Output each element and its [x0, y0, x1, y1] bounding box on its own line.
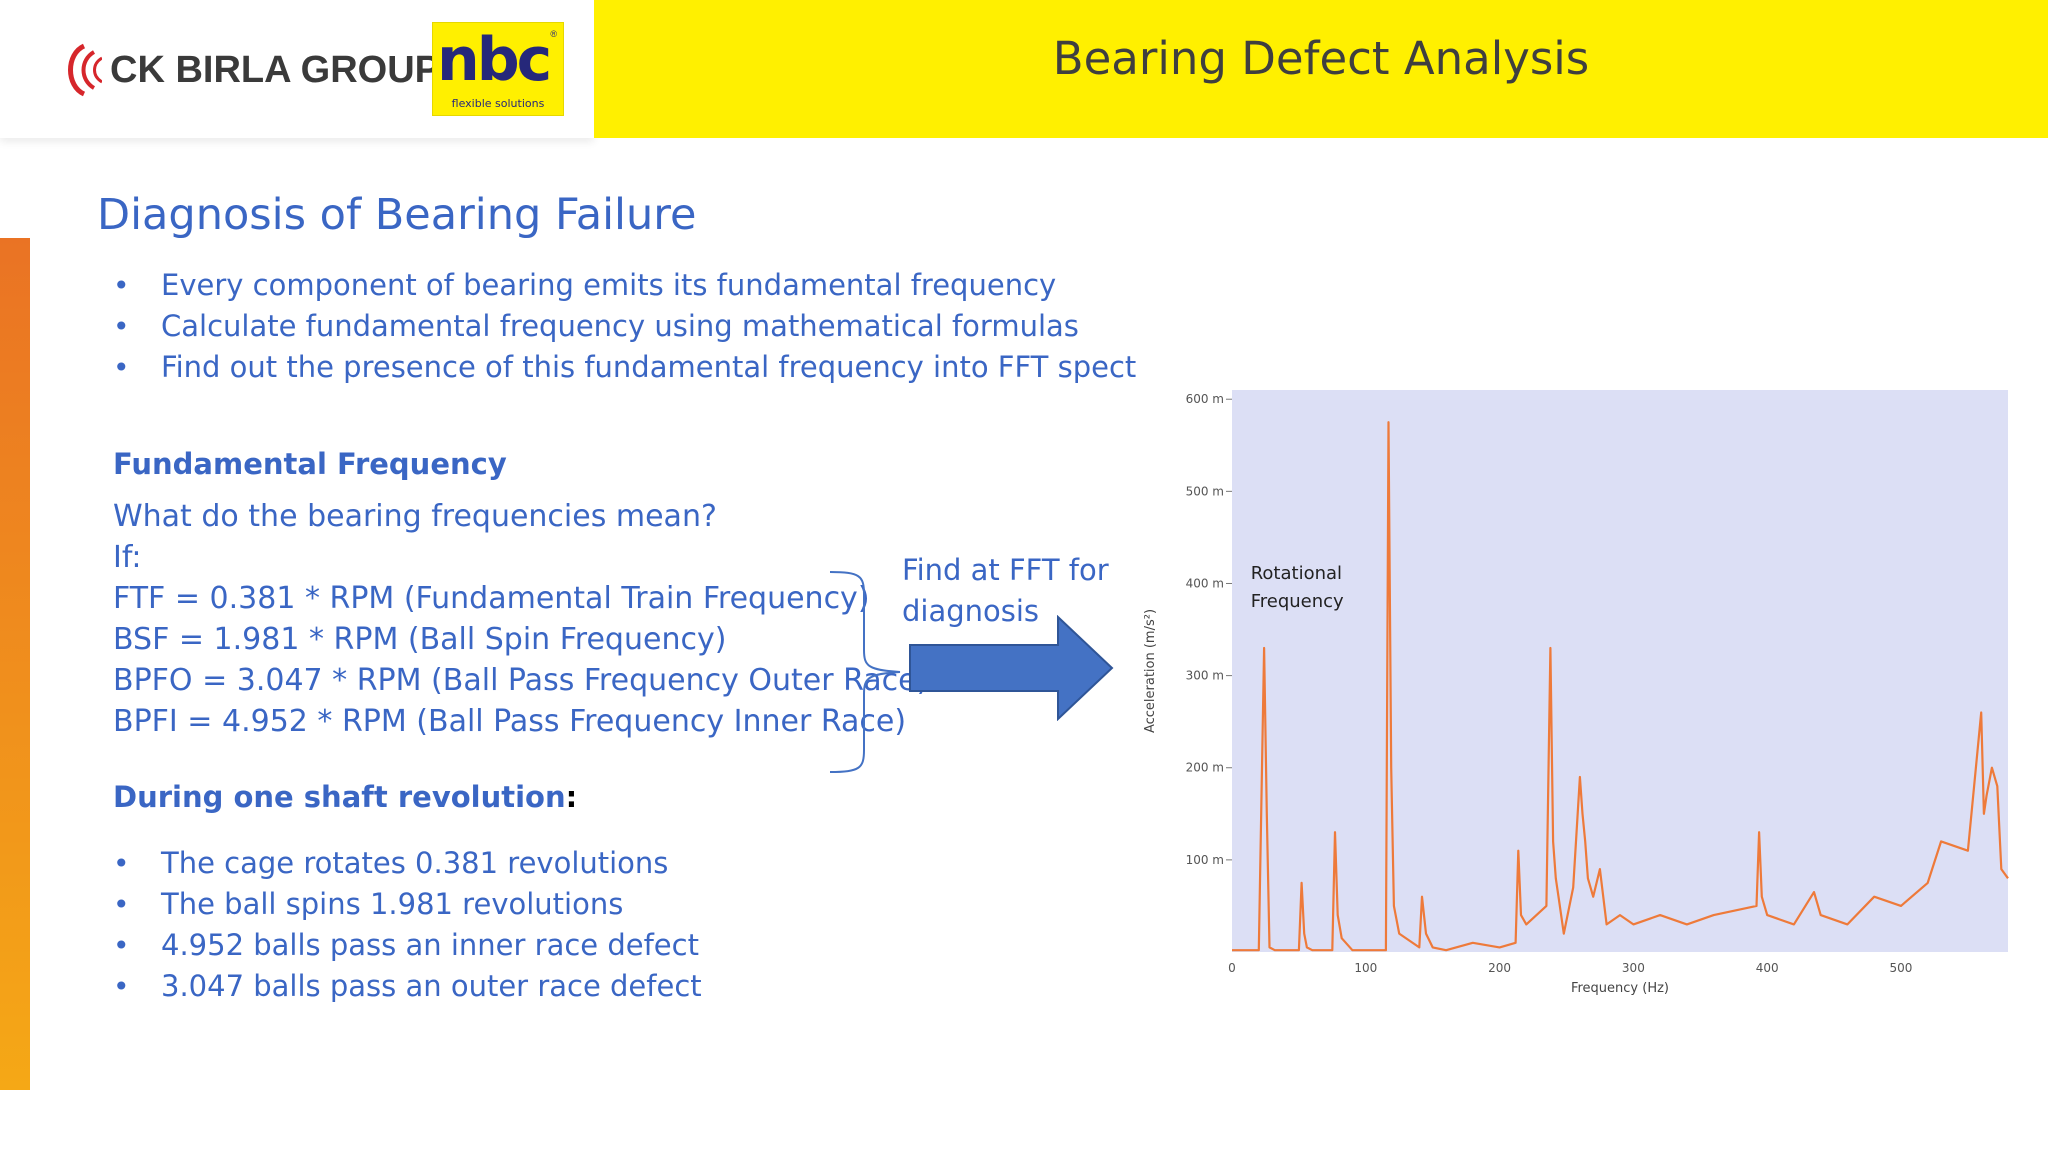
formula-bsf: BSF = 1.981 * RPM (Ball Spin Frequency) [113, 622, 727, 657]
x-tick-label: 300 [1622, 961, 1645, 975]
x-axis: 0 100 200 300 400 500 [1228, 961, 1912, 975]
y-tick-label: 300 m [1186, 669, 1224, 683]
slide-title: Bearing Defect Analysis [1052, 32, 1590, 85]
plot-area [1232, 390, 2008, 952]
x-tick-label: 100 [1354, 961, 1377, 975]
formula-block: What do the bearing frequencies mean? If… [113, 496, 928, 742]
y-tick-label: 500 m [1186, 484, 1224, 498]
y-tick-label: 600 m [1186, 392, 1224, 406]
fft-spectrum-chart: 100 m 200 m 300 m 400 m 500 m 600 m 0 100 200 30… [1143, 390, 2009, 996]
y-tick-label: 400 m [1186, 576, 1224, 590]
rotational-frequency-annotation: Rotational [1251, 563, 1342, 584]
right-arrow-icon [909, 615, 1114, 721]
x-tick-label: 200 [1488, 961, 1511, 975]
ck-birla-logo-text: CK BIRLA GROUP [110, 48, 441, 91]
if-label: If: [113, 540, 142, 575]
shaft-revolution-heading-text: During one shaft revolution [113, 780, 566, 814]
y-tick-label: 100 m [1186, 853, 1224, 867]
ck-birla-swoosh-icon [68, 43, 102, 97]
bearing-question: What do the bearing frequencies mean? [113, 499, 717, 534]
intro-bullet-list: Every component of bearing emits its fun… [97, 265, 1137, 388]
list-item: The ball spins 1.981 revolutions [97, 884, 702, 925]
y-tick-label: 200 m [1186, 761, 1224, 775]
accent-side-bar [0, 238, 30, 1090]
x-tick-label: 0 [1228, 961, 1236, 975]
rotational-frequency-annotation-2: Frequency [1251, 591, 1344, 612]
spectrum-series-line [1232, 421, 2009, 952]
formula-bpfi: BPFI = 4.952 * RPM (Ball Pass Frequency … [113, 704, 907, 739]
revolution-bullet-list: The cage rotates 0.381 revolutions The b… [97, 843, 702, 1007]
formula-ftf: FTF = 0.381 * RPM (Fundamental Train Fre… [113, 581, 870, 616]
fundamental-frequency-heading: Fundamental Frequency [113, 447, 507, 481]
section-title: Diagnosis of Bearing Failure [97, 190, 697, 240]
list-item: The cage rotates 0.381 revolutions [97, 843, 702, 884]
nbc-logo-text: nbc [437, 25, 552, 95]
find-at-fft-note: Find at FFT for diagnosis [902, 553, 1109, 628]
registered-mark-icon: ® [550, 29, 557, 39]
list-item: 3.047 balls pass an outer race defect [97, 966, 702, 1007]
header-title-bar [594, 0, 2048, 138]
list-item: Find out the presence of this fundamenta… [97, 347, 1137, 388]
nbc-logo-tagline: flexible solutions [451, 97, 545, 110]
nbc-logo: nbc ® flexible solutions [432, 22, 564, 116]
list-item: Calculate fundamental frequency using ma… [97, 306, 1137, 347]
right-curly-brace [829, 571, 901, 773]
x-tick-label: 500 [1890, 961, 1913, 975]
shaft-revolution-heading: During one shaft revolution: [113, 780, 577, 814]
x-axis-title: Frequency (Hz) [1571, 981, 1669, 996]
list-item: Every component of bearing emits its fun… [97, 265, 1137, 306]
y-axis-title: Acceleration (m/s²) [1143, 609, 1158, 733]
list-item: 4.952 balls pass an inner race defect [97, 925, 702, 966]
ck-birla-logo: CK BIRLA GROUP [58, 40, 440, 100]
formula-bpfo: BPFO = 3.047 * RPM (Ball Pass Frequency … [113, 663, 929, 698]
heading-colon: : [565, 780, 578, 814]
x-tick-label: 400 [1756, 961, 1779, 975]
y-axis: 100 m 200 m 300 m 400 m 500 m 600 m [1186, 392, 1232, 867]
